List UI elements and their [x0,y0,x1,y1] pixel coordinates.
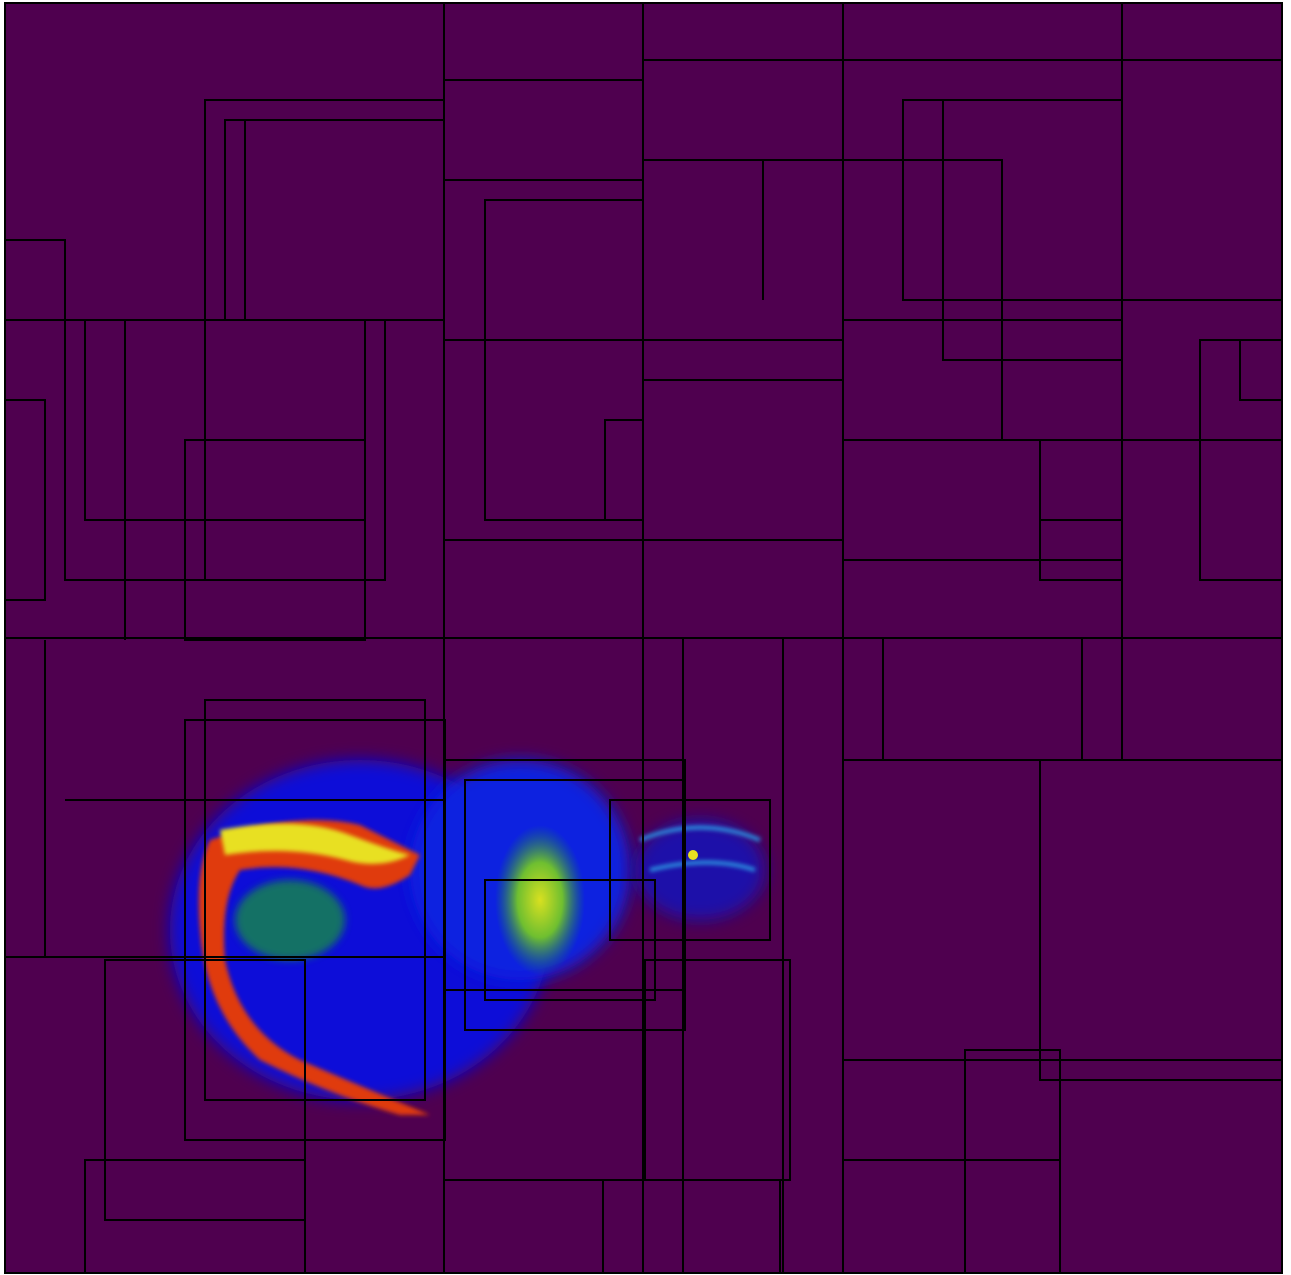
green-region [235,880,345,960]
green-core [495,825,585,975]
domain-border [4,2,1283,1274]
blue-region [635,820,765,920]
wisp [639,825,761,872]
yellow-front [220,823,410,864]
hot-spot [688,850,698,860]
red-front [198,820,430,1115]
